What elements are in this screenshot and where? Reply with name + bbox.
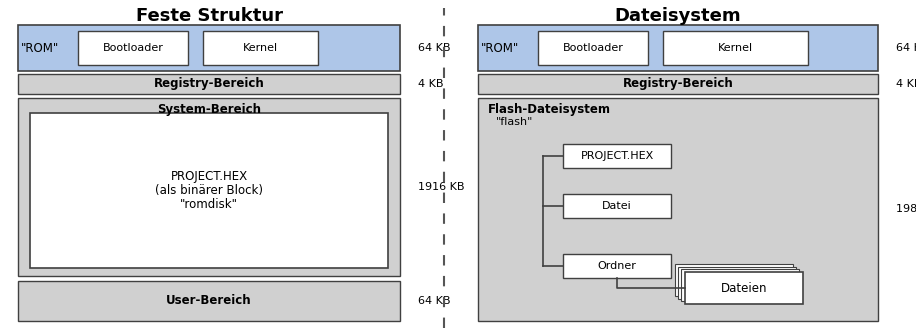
Bar — [563, 254, 671, 278]
Text: 4 KB: 4 KB — [896, 79, 916, 89]
Text: System-Bereich: System-Bereich — [157, 102, 261, 116]
Text: Kernel: Kernel — [243, 43, 278, 53]
Text: 1980 KB: 1980 KB — [896, 205, 916, 214]
Bar — [18, 98, 400, 276]
Bar — [30, 113, 388, 268]
Bar — [681, 269, 799, 301]
Text: Bootloader: Bootloader — [562, 43, 624, 53]
Bar — [675, 264, 793, 296]
Text: PROJECT.HEX: PROJECT.HEX — [581, 151, 654, 161]
Bar — [563, 194, 671, 218]
Bar — [663, 31, 808, 65]
Bar — [478, 25, 878, 71]
Text: Ordner: Ordner — [597, 261, 637, 271]
Text: 64 KB: 64 KB — [418, 296, 451, 306]
Text: Registry-Bereich: Registry-Bereich — [623, 78, 734, 90]
Text: "ROM": "ROM" — [21, 42, 60, 54]
Bar — [538, 31, 648, 65]
Bar — [18, 74, 400, 94]
Text: Datei: Datei — [602, 201, 632, 211]
Text: User-Bereich: User-Bereich — [166, 294, 252, 307]
Text: "ROM": "ROM" — [481, 42, 519, 54]
Text: 1916 KB: 1916 KB — [418, 182, 464, 192]
Text: Dateien: Dateien — [721, 282, 768, 294]
Text: (als binärer Block): (als binärer Block) — [155, 184, 263, 197]
Text: 64 KB: 64 KB — [896, 43, 916, 53]
Text: Registry-Bereich: Registry-Bereich — [154, 78, 265, 90]
Text: "flash": "flash" — [496, 117, 533, 127]
Bar — [78, 31, 188, 65]
Bar — [18, 25, 400, 71]
Text: Feste Struktur: Feste Struktur — [136, 7, 282, 25]
Text: Dateisystem: Dateisystem — [615, 7, 741, 25]
Text: "romdisk": "romdisk" — [180, 198, 238, 211]
Bar — [18, 281, 400, 321]
Bar — [203, 31, 318, 65]
Text: Kernel: Kernel — [717, 43, 753, 53]
Text: Flash-Dateisystem: Flash-Dateisystem — [488, 102, 611, 116]
Text: 4 KB: 4 KB — [418, 79, 443, 89]
Bar — [563, 144, 671, 168]
Bar — [685, 272, 803, 304]
Text: PROJECT.HEX: PROJECT.HEX — [170, 170, 247, 183]
Bar — [478, 98, 878, 321]
Bar — [678, 267, 796, 299]
Text: Bootloader: Bootloader — [103, 43, 163, 53]
Bar — [478, 74, 878, 94]
Text: 64 KB: 64 KB — [418, 43, 451, 53]
